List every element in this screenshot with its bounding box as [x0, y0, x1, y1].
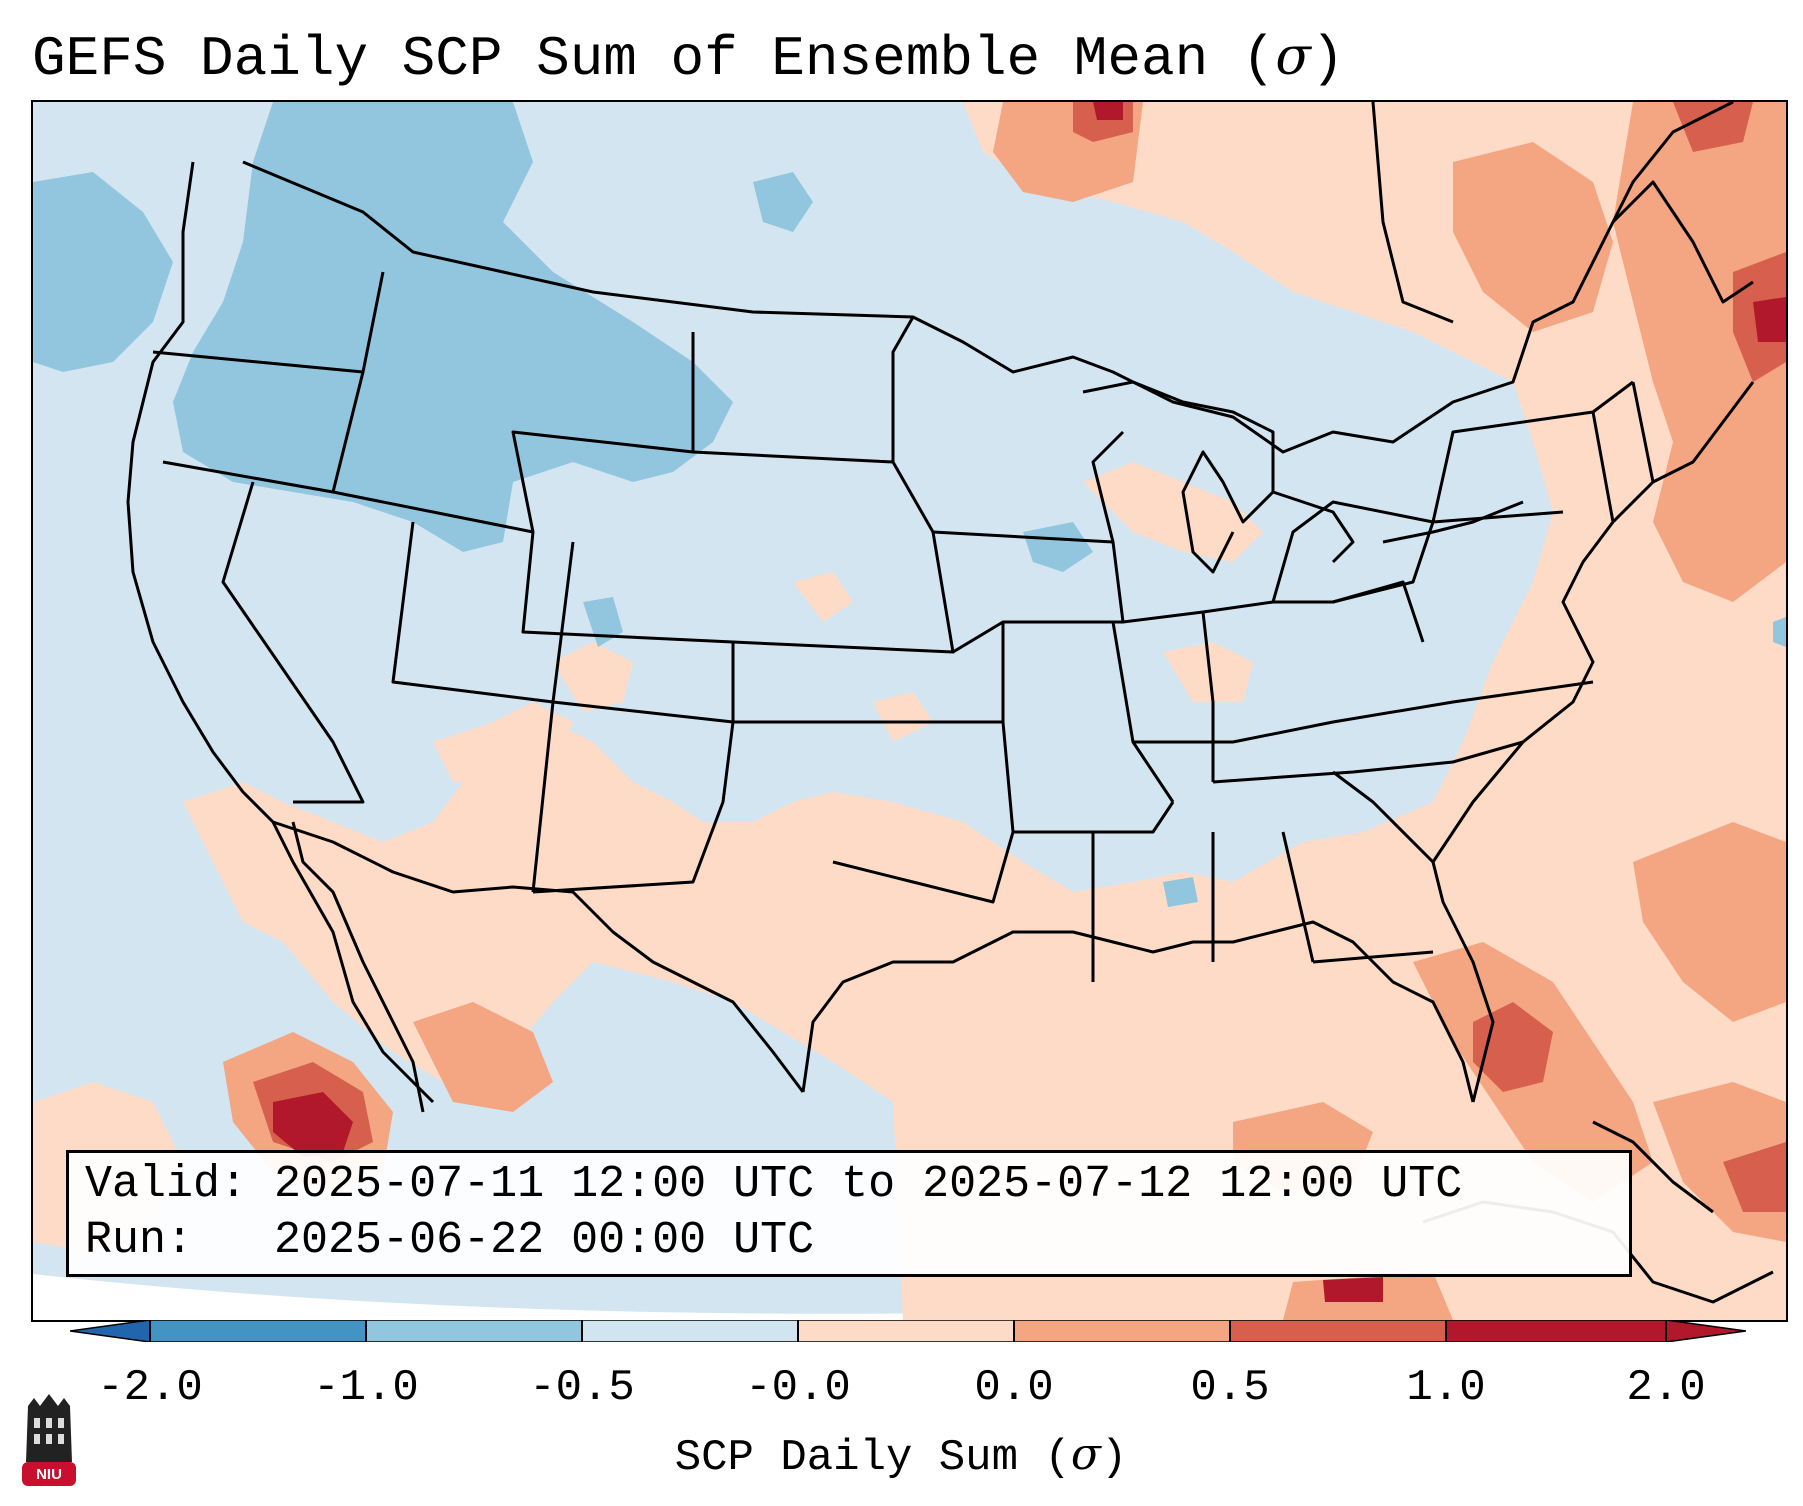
niu-logo-icon [22, 1394, 76, 1486]
map-svg [33, 102, 1786, 1320]
colorbar-tick-label: 0.5 [1190, 1363, 1270, 1413]
colorbar-extend-high [1446, 1320, 1746, 1342]
chart-title: GEFS Daily SCP Sum of Ensemble Mean (σ) [32, 22, 1345, 94]
valid-label: Valid: [85, 1159, 248, 1210]
valid-line: Valid: 2025-07-11 12:00 UTC to 2025-07-1… [85, 1159, 1462, 1211]
colorbar-tick-label: 2.0 [1626, 1363, 1706, 1413]
colorbar-segment-6 [1230, 1320, 1446, 1342]
colorbar [70, 1320, 1746, 1342]
run-line: Run: 2025-06-22 00:00 UTC [85, 1215, 814, 1267]
colorbar-extend-low [70, 1320, 150, 1342]
anomaly-deepest-red [273, 102, 1786, 1302]
niu-logo-text: NIU [36, 1466, 62, 1483]
colorbar-segment-2 [366, 1320, 582, 1342]
colorbar-label-sigma: σ [1070, 1429, 1101, 1480]
colorbar-segment-3 [582, 1320, 798, 1342]
colorbar-tick-label: -0.0 [745, 1363, 851, 1413]
colorbar-label-close: ) [1100, 1433, 1128, 1483]
colorbar-tick-label: -1.0 [313, 1363, 419, 1413]
colorbar-tick-label: -2.0 [97, 1363, 203, 1413]
valid-text: 2025-07-11 12:00 UTC to 2025-07-12 12:00… [274, 1159, 1463, 1210]
colorbar-segment-4 [798, 1320, 1014, 1342]
title-sigma: σ [1275, 27, 1311, 87]
colorbar-label: SCP Daily Sum (σ) [675, 1428, 1128, 1485]
validity-info-box: Valid: 2025-07-11 12:00 UTC to 2025-07-1… [66, 1150, 1632, 1277]
colorbar-segment-5 [1014, 1320, 1230, 1342]
state-borders [126, 102, 1774, 1304]
colorbar-label-text: SCP Daily Sum ( [674, 1433, 1071, 1483]
colorbar-tick-label: 0.0 [974, 1363, 1054, 1413]
title-close: ) [1310, 27, 1345, 91]
colorbar-tick-label: 1.0 [1406, 1363, 1486, 1413]
run-text: 2025-06-22 00:00 UTC [274, 1215, 815, 1266]
run-label: Run: [85, 1215, 194, 1266]
colorbar-segment-1 [150, 1320, 366, 1342]
map-panel [31, 100, 1788, 1322]
colorbar-tick-label: -0.5 [529, 1363, 635, 1413]
colorbar-ticks [149, 1320, 1667, 1342]
title-text: GEFS Daily SCP Sum of Ensemble Mean ( [32, 27, 1276, 91]
